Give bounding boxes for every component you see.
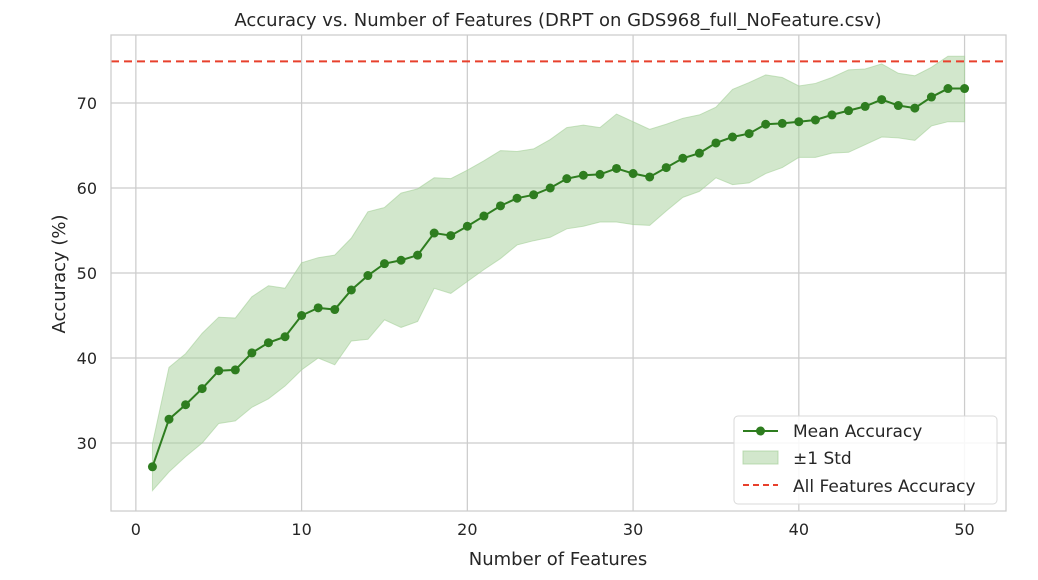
mean-accuracy-point [943, 84, 953, 94]
mean-accuracy-point [214, 366, 224, 376]
mean-accuracy-point [628, 169, 638, 179]
mean-accuracy-point [413, 250, 423, 260]
x-tick-label: 10 [291, 520, 311, 539]
mean-accuracy-point [181, 400, 191, 410]
mean-accuracy-point [330, 305, 340, 315]
mean-accuracy-point [379, 259, 389, 269]
mean-accuracy-point [877, 95, 887, 105]
x-tick-label: 20 [457, 520, 477, 539]
mean-accuracy-point [794, 117, 804, 127]
legend-label-std: ±1 Std [793, 449, 852, 469]
mean-accuracy-point [595, 169, 605, 179]
mean-accuracy-point [164, 414, 174, 424]
x-tick-label: 0 [131, 520, 141, 539]
mean-accuracy-point [711, 138, 721, 148]
x-axis-label: Number of Features [469, 549, 648, 570]
y-tick-label: 50 [77, 264, 97, 283]
mean-series-layer [147, 84, 970, 472]
y-tick-label: 30 [77, 434, 97, 453]
mean-accuracy-point [810, 115, 820, 125]
std-band-layer [151, 55, 966, 492]
legend-mean-marker-icon [756, 426, 765, 436]
legend: Mean Accuracy ±1 Std All Features Accura… [733, 415, 998, 505]
mean-accuracy-point [230, 365, 240, 375]
mean-accuracy-point [147, 462, 157, 472]
x-tick-label: 40 [789, 520, 809, 539]
mean-accuracy-point [529, 190, 539, 200]
mean-accuracy-point [396, 255, 406, 265]
mean-accuracy-point [926, 92, 936, 102]
y-tick-label: 40 [77, 349, 97, 368]
mean-accuracy-point [777, 118, 787, 128]
mean-accuracy-point [197, 384, 207, 394]
mean-accuracy-point [744, 129, 754, 139]
mean-accuracy-point [578, 170, 588, 180]
legend-label-reference: All Features Accuracy [793, 477, 976, 497]
legend-label-mean: Mean Accuracy [793, 422, 922, 442]
mean-accuracy-point [694, 148, 704, 158]
mean-accuracy-point [512, 193, 522, 203]
mean-accuracy-point [645, 172, 655, 182]
y-tick-label: 60 [77, 179, 97, 198]
mean-accuracy-point [247, 348, 257, 358]
mean-accuracy-point [263, 338, 273, 348]
mean-accuracy-point [910, 103, 920, 113]
legend-box [733, 415, 998, 505]
mean-accuracy-point [545, 183, 555, 193]
mean-accuracy-point [280, 332, 290, 342]
mean-accuracy-point [761, 119, 771, 129]
mean-accuracy-point [562, 174, 572, 184]
plot-frame [110, 34, 1007, 512]
mean-accuracy-point [462, 221, 472, 231]
mean-accuracy-point [661, 163, 671, 173]
legend-std-swatch-icon [742, 450, 779, 465]
mean-accuracy-point [346, 285, 356, 295]
mean-accuracy-point [827, 110, 837, 120]
x-tick-label: 30 [623, 520, 643, 539]
mean-accuracy-point [612, 163, 622, 173]
y-tick-label: 70 [77, 94, 97, 113]
chart-title: Accuracy vs. Number of Features (DRPT on… [234, 10, 881, 31]
mean-accuracy-point [844, 106, 854, 116]
mean-accuracy-point [446, 231, 456, 241]
x-tick-labels: 0 10 20 30 40 50 [131, 520, 975, 539]
y-tick-labels: 30 40 50 60 70 [77, 94, 97, 453]
mean-accuracy-point [860, 101, 870, 111]
mean-accuracy-point [678, 153, 688, 163]
mean-accuracy-point [960, 84, 970, 94]
y-axis-label: Accuracy (%) [49, 214, 70, 333]
mean-accuracy-point [495, 201, 505, 211]
std-band [151, 55, 966, 492]
x-tick-label: 50 [954, 520, 974, 539]
mean-accuracy-point [893, 101, 903, 111]
mean-accuracy-point [297, 311, 307, 320]
mean-accuracy-point [363, 271, 373, 281]
mean-accuracy-point [313, 303, 323, 313]
mean-accuracy-point [479, 211, 489, 221]
mean-accuracy-point [429, 228, 439, 238]
mean-accuracy-point [728, 132, 738, 142]
